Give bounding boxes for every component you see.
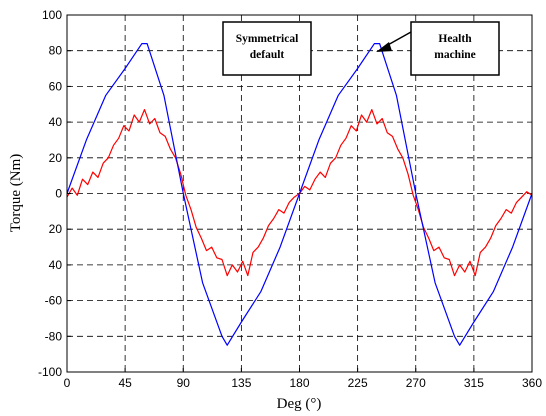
y-tick-label: 40 [49,115,63,129]
y-tick-label: 0 [55,187,62,201]
x-tick-label: 90 [177,376,191,390]
series-group [66,42,533,346]
y-tick-label: 20 [49,151,63,165]
y-axis-label: Torque (Nm) [8,154,24,233]
y-tick-label: -80 [45,329,63,343]
y-axis: 100 80 60 40 20 0 20 40 -60 -80 -100 [38,8,71,379]
x-tick-label: 45 [118,376,132,390]
annotation-symmetrical-default: Symmetrical default [222,21,312,76]
x-tick-label: 135 [231,376,251,390]
annotation-symmetrical-line1: Symmetrical [236,33,299,45]
y-tick-label: 100 [42,8,62,22]
series-line-health-machine [66,42,533,346]
y-tick-label: -60 [45,294,63,308]
x-tick-label: 270 [406,376,426,390]
annotation-health-line1: Health [438,33,472,45]
y-tick-label: 80 [49,44,63,58]
x-tick-label: 225 [348,376,368,390]
annotation-arrow [376,31,412,52]
x-tick-label: 180 [289,376,309,390]
x-axis: 0 45 90 135 180 225 270 315 360 [64,368,542,390]
y-tick-label: 40 [49,258,63,272]
annotation-health-machine: Health machine [410,21,500,76]
annotation-health-line2: machine [434,49,476,61]
x-tick-label: 315 [464,376,484,390]
annotation-symmetrical-line2: default [250,49,285,61]
y-tick-label: -100 [38,365,62,379]
x-tick-label: 0 [64,376,71,390]
y-tick-label: 60 [49,79,63,93]
x-axis-label: Deg (°) [277,396,322,412]
y-tick-label: 20 [49,222,63,236]
x-tick-label: 360 [522,376,542,390]
